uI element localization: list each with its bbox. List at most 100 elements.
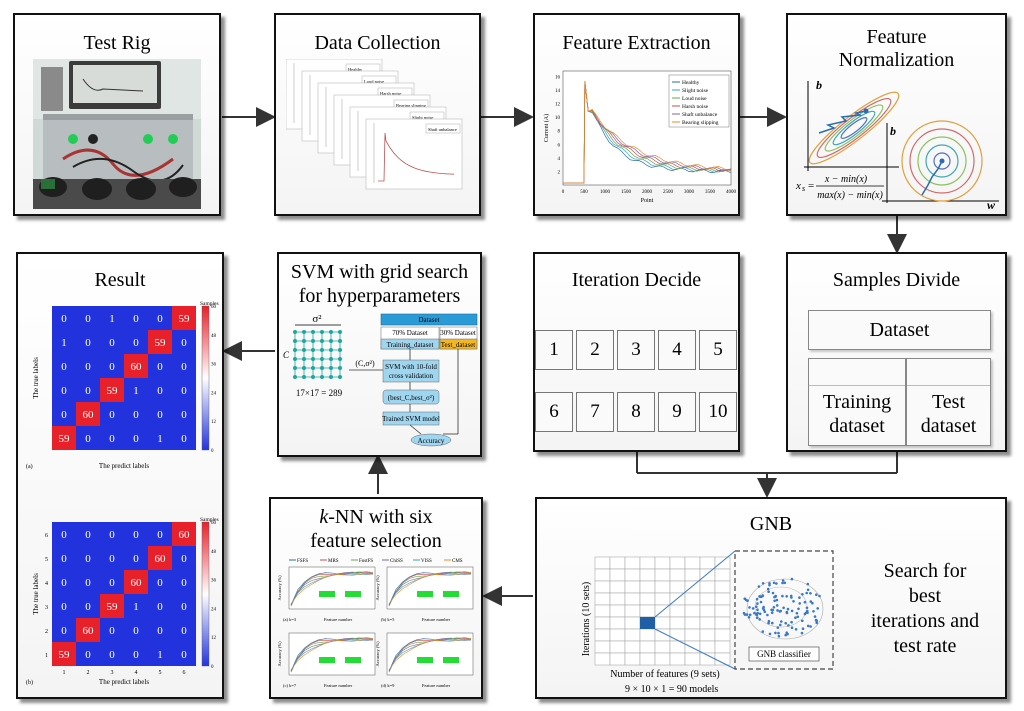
gnb-grid-cell — [609, 604, 626, 618]
matrix-cell — [76, 618, 100, 642]
matrix-cell — [52, 426, 76, 450]
gnb-grid-cell — [594, 652, 611, 666]
scatter-point — [803, 600, 807, 604]
grid-node — [311, 366, 315, 370]
matrix-cell — [172, 570, 196, 594]
highlight-marker — [319, 657, 335, 663]
matrix-cell — [124, 618, 148, 642]
legend-label: Shaft unbalance — [682, 111, 718, 118]
scatter-point — [780, 620, 783, 623]
scatter-point — [805, 606, 809, 610]
gnb-grid-cell — [639, 604, 656, 618]
grid-node — [302, 357, 306, 361]
scatter-point — [790, 577, 794, 581]
matrix-cell — [52, 522, 76, 546]
matrix-value: 1 — [61, 337, 67, 349]
grid-node — [293, 330, 297, 334]
matrix-cell — [172, 330, 196, 354]
iteration-cell: 2 — [576, 330, 614, 370]
scatter-point — [809, 600, 813, 603]
svg-text:x − min(x): x − min(x) — [824, 174, 868, 185]
gnb-grid-cell — [594, 568, 611, 582]
gnb-search-diagram: Iterations (10 sets) Number of features … — [581, 550, 834, 695]
scatter-point — [766, 587, 770, 591]
colorbar-tick: 60 — [211, 305, 217, 310]
colorbar-tick: 48 — [211, 550, 217, 555]
matrix-value: 0 — [85, 337, 91, 349]
row-label: 1 — [45, 653, 48, 659]
matrix-value: 0 — [85, 601, 91, 613]
scatter-point — [779, 623, 782, 627]
scatter-point — [777, 634, 781, 638]
grid-node — [311, 357, 315, 361]
y-axis-label: Accuracy (%) — [277, 641, 282, 667]
matrix-value: 0 — [109, 337, 115, 349]
series-line — [290, 571, 374, 607]
series-line — [290, 571, 374, 604]
matrix-value: 0 — [61, 361, 67, 373]
scatter-point — [809, 592, 812, 595]
test-dataset-node — [439, 338, 478, 350]
matrix-value: 0 — [61, 385, 67, 397]
matrix-value: 0 — [181, 577, 187, 589]
matrix-value: 0 — [181, 433, 187, 445]
best-params-node — [382, 389, 440, 405]
y-tick-label: 8 — [558, 130, 561, 135]
matrix-value: 0 — [109, 625, 115, 637]
series-line — [290, 637, 374, 670]
panel-gnb: GNB Iterations (10 sets) Number of featu… — [535, 497, 1007, 699]
colorbar-tick: 24 — [211, 607, 217, 612]
scatter-point — [755, 616, 759, 620]
y-tick-label: 16 — [555, 75, 561, 80]
series-line — [290, 572, 374, 606]
x-tick-label: 4000 — [726, 190, 737, 195]
matrix-cell — [76, 402, 100, 426]
panel-title-line1: Feature — [866, 26, 927, 48]
scatter-point — [787, 624, 790, 627]
matrix-value: 60 — [131, 577, 143, 589]
x-axis-label: Feature number — [422, 617, 451, 622]
gnb-grid-cell — [714, 556, 731, 570]
matrix-cell — [76, 306, 100, 330]
matrix-cell — [100, 642, 124, 666]
colorbar-tick: 60 — [211, 521, 217, 526]
subplot-tag: (a) k=3 — [283, 617, 297, 622]
matrix-cell — [172, 642, 196, 666]
matrix-cell — [148, 402, 172, 426]
legend-label: Bearing slipping — [682, 120, 719, 126]
scatter-point — [756, 611, 759, 615]
scatter-point — [781, 579, 785, 582]
matrix-cell — [148, 618, 172, 642]
colorbar-tick: 0 — [211, 665, 214, 670]
gnb-grid-cell — [669, 580, 686, 594]
colorbar-tick: 12 — [211, 636, 217, 641]
scatter-point — [806, 588, 810, 592]
svg-text:cross validation: cross validation — [389, 372, 434, 380]
scatter-point — [781, 581, 784, 585]
x-tick-label: 1000 — [600, 190, 611, 195]
features-axis-label: Number of features (9 sets) — [610, 669, 719, 680]
matrix-value: 0 — [133, 625, 139, 637]
gnb-grid-cell — [594, 628, 611, 642]
matrix-value: 0 — [157, 577, 163, 589]
panel-svm: SVM with grid search for hyperparameters… — [277, 252, 482, 457]
panel-title: Data Collection — [314, 32, 441, 54]
gnb-grid-cell — [639, 652, 656, 666]
matrix-value: 0 — [85, 361, 91, 373]
col-label: 5 — [159, 670, 162, 676]
matrix-value: 0 — [157, 385, 163, 397]
legend-label: ChiSS — [390, 559, 403, 564]
gnb-grid-cell — [699, 580, 716, 594]
row-label: 4 — [45, 581, 48, 587]
gnb-grid-cell — [714, 592, 731, 606]
grid-node — [320, 330, 324, 334]
panel-title-line1: SVM with grid search — [290, 261, 469, 283]
legend-label: Harsh noise — [682, 104, 709, 110]
panel-iteration-decide: Iteration Decide 1 2 3 4 5 6 7 8 9 10 — [533, 252, 740, 452]
grid-node — [329, 339, 333, 343]
scatter-point — [768, 582, 771, 585]
scatter-point — [790, 626, 794, 629]
legend-label: MRS — [328, 559, 339, 564]
gnb-grid-cell — [639, 568, 656, 582]
matrix-value: 0 — [181, 409, 187, 421]
